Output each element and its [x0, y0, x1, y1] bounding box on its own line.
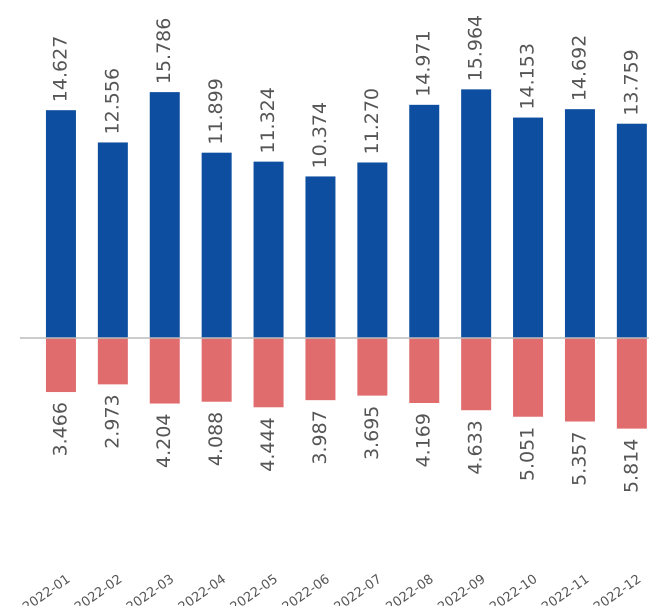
value-label: 3.695: [361, 406, 383, 460]
bar: [357, 338, 388, 396]
bar: [253, 161, 284, 339]
bar: [97, 338, 128, 385]
bar: [461, 338, 492, 411]
bar: [409, 338, 440, 403]
value-label: 5.357: [568, 432, 590, 486]
x-tick-label: 2022-04: [176, 572, 229, 606]
value-label: 4.088: [205, 412, 227, 466]
x-tick-label: 2022-01: [20, 572, 73, 606]
bar: [45, 338, 76, 393]
bar: [305, 176, 336, 339]
bar: [409, 104, 440, 339]
x-tick-label: 2022-10: [487, 572, 540, 606]
value-label: 2.973: [101, 394, 123, 448]
value-label: 12.556: [101, 68, 123, 134]
bar: [564, 109, 595, 339]
value-label: 5.051: [517, 427, 539, 481]
x-tick-label: 2022-03: [124, 572, 177, 606]
value-label: 4.633: [465, 420, 487, 474]
x-tick-label: 2022-11: [539, 572, 592, 606]
value-label: 14.971: [413, 30, 435, 96]
bar: [253, 338, 284, 408]
bar: [564, 338, 595, 422]
value-label: 13.759: [620, 49, 642, 115]
bar: [461, 89, 492, 339]
value-label: 5.814: [620, 439, 642, 493]
value-label: 14.692: [568, 35, 590, 101]
value-label: 15.786: [153, 18, 175, 84]
bar: [149, 92, 180, 339]
bar: [45, 110, 76, 339]
value-label: 11.270: [361, 88, 383, 154]
x-tick-label: 2022-06: [280, 572, 333, 606]
value-label: 4.204: [153, 414, 175, 468]
x-tick-label: 2022-09: [435, 572, 488, 606]
value-label: 4.169: [413, 413, 435, 467]
x-tick-label: 2022-05: [228, 572, 281, 606]
x-tick-label: 2022-12: [591, 572, 644, 606]
value-label: 14.153: [517, 43, 539, 109]
bar: [97, 142, 128, 339]
value-label: 11.899: [205, 78, 227, 144]
bar: [149, 338, 180, 404]
bar: [616, 338, 647, 429]
bar: [201, 338, 232, 402]
x-tick-label: 2022-02: [72, 572, 125, 606]
value-label: 14.627: [49, 36, 71, 102]
bar: [305, 338, 336, 401]
bar: [513, 338, 544, 417]
x-tick-label: 2022-07: [332, 572, 385, 606]
value-label: 11.324: [257, 87, 279, 153]
value-label: 10.374: [309, 102, 331, 168]
bar: [616, 123, 647, 339]
bar: [513, 117, 544, 339]
bar: [201, 152, 232, 339]
value-label: 3.987: [309, 410, 331, 464]
value-label: 15.964: [465, 15, 487, 81]
bar: [357, 162, 388, 339]
value-label: 3.466: [49, 402, 71, 456]
x-tick-label: 2022-08: [383, 572, 436, 606]
value-label: 4.444: [257, 417, 279, 471]
